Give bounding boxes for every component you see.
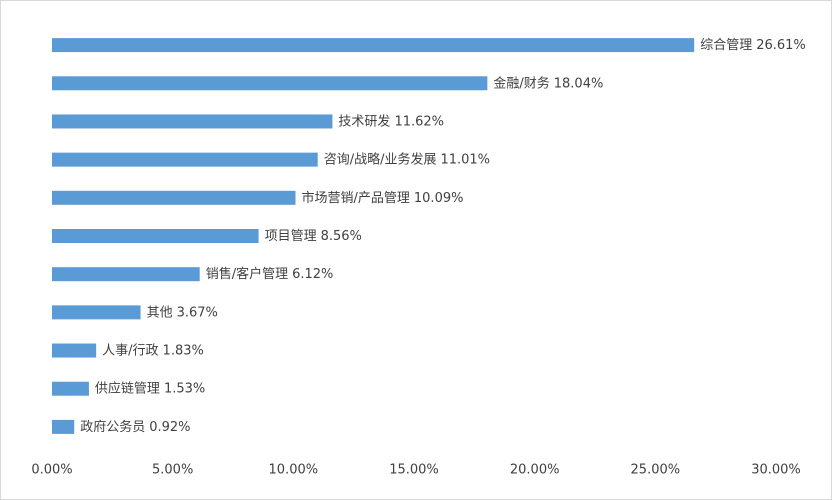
value-label: 26.61% <box>756 38 806 53</box>
data-label: 政府公务员 0.92% <box>80 418 190 434</box>
data-label: 项目管理 8.56% <box>265 229 362 244</box>
category-label: 金融/财务 <box>493 75 549 91</box>
value-label: 0.92% <box>149 419 190 434</box>
bar <box>52 190 296 205</box>
x-tick-label: 5.00% <box>152 463 193 478</box>
bar <box>52 381 89 396</box>
category-label: 销售/客户管理 <box>206 266 288 282</box>
category-label: 供应链管理 <box>95 380 160 396</box>
data-label: 市场营销/产品管理 10.09% <box>302 189 464 205</box>
category-label: 其他 <box>147 305 173 320</box>
value-label: 6.12% <box>292 267 333 282</box>
category-label: 咨询/战略/业务发展 <box>324 151 437 167</box>
category-label: 技术研发 <box>338 113 390 129</box>
bar <box>52 38 695 53</box>
x-tick-label: 10.00% <box>269 463 319 478</box>
bar <box>52 305 141 320</box>
category-label: 市场营销/产品管理 <box>302 189 410 205</box>
value-label: 18.04% <box>554 76 604 91</box>
bar <box>52 229 259 243</box>
bar <box>52 76 488 91</box>
value-label: 11.62% <box>394 114 444 129</box>
category-label: 综合管理 <box>700 38 752 53</box>
data-label: 技术研发 11.62% <box>338 113 444 129</box>
bar <box>52 114 333 129</box>
x-tick-label: 30.00% <box>751 463 801 478</box>
data-label: 金融/财务 18.04% <box>493 75 603 91</box>
data-label: 人事/行政 1.83% <box>102 343 204 358</box>
value-label: 10.09% <box>414 190 464 205</box>
data-label: 综合管理 26.61% <box>700 38 806 53</box>
x-tick-label: 0.00% <box>31 463 72 478</box>
category-label: 项目管理 <box>265 229 317 244</box>
bar <box>52 267 200 282</box>
value-label: 3.67% <box>177 305 218 320</box>
bar <box>52 419 75 434</box>
value-label: 8.56% <box>321 229 362 244</box>
x-tick-label: 20.00% <box>510 463 560 478</box>
x-tick-label: 15.00% <box>389 463 439 478</box>
data-label: 其他 3.67% <box>147 305 218 320</box>
category-label: 政府公务员 <box>80 418 145 434</box>
bar <box>52 343 97 358</box>
bar <box>52 152 318 167</box>
category-label: 人事/行政 <box>102 343 158 358</box>
data-label: 销售/客户管理 6.12% <box>206 266 334 282</box>
data-label: 供应链管理 1.53% <box>95 380 205 396</box>
x-tick-label: 25.00% <box>631 463 681 478</box>
value-label: 1.53% <box>164 381 205 396</box>
data-label: 咨询/战略/业务发展 11.01% <box>324 151 490 167</box>
value-label: 1.83% <box>163 343 204 358</box>
value-label: 11.01% <box>440 152 490 167</box>
